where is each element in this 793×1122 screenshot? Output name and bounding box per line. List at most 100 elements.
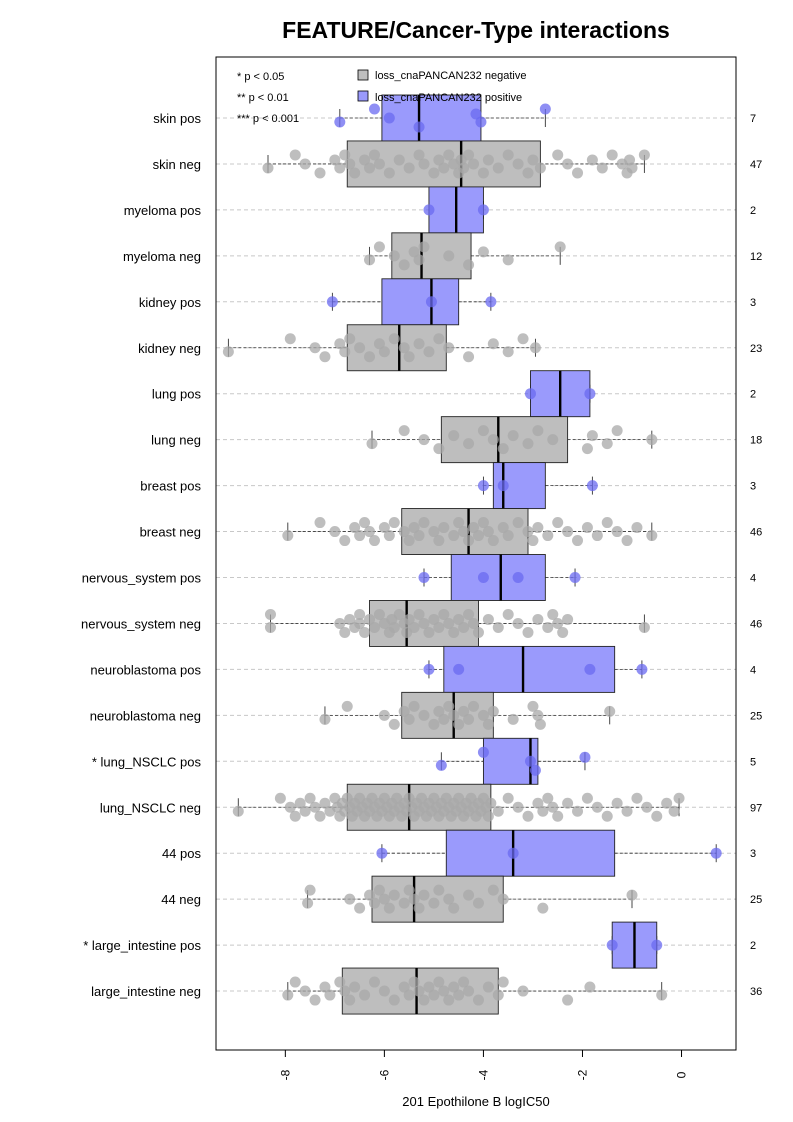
data-point <box>710 847 722 859</box>
legend-label-positive: loss_cnaPANCAN232 positive <box>375 92 522 104</box>
data-point <box>433 976 445 988</box>
data-point <box>304 792 316 804</box>
row-label: myeloma neg <box>123 249 201 264</box>
data-point <box>368 897 380 909</box>
data-point <box>522 810 534 822</box>
data-point <box>383 530 395 542</box>
data-point <box>611 797 623 809</box>
data-point <box>309 801 321 813</box>
data-point <box>428 989 440 1001</box>
data-point <box>487 705 499 717</box>
data-point <box>349 522 361 534</box>
boxes <box>227 94 717 1015</box>
data-point <box>638 149 650 161</box>
data-point <box>472 530 484 542</box>
data-point <box>423 204 435 216</box>
data-point <box>485 296 497 308</box>
data-point <box>354 617 366 629</box>
data-point <box>527 154 539 166</box>
data-point <box>547 608 559 620</box>
data-point <box>547 801 559 813</box>
data-point <box>453 718 465 730</box>
data-point <box>319 713 331 725</box>
data-point <box>611 526 623 538</box>
row-label: * large_intestine pos <box>83 938 201 953</box>
data-point <box>339 985 351 997</box>
data-point <box>344 613 356 625</box>
row-count: 3 <box>750 297 756 309</box>
data-point <box>552 149 564 161</box>
row-label: neuroblastoma pos <box>90 662 201 677</box>
data-point <box>433 333 445 345</box>
data-point <box>378 709 390 721</box>
data-point <box>413 608 425 620</box>
data-point <box>497 443 509 455</box>
data-point <box>522 167 534 179</box>
data-point <box>601 438 613 450</box>
data-point <box>572 167 584 179</box>
data-point <box>413 338 425 350</box>
data-point <box>289 976 301 988</box>
row-label: breast neg <box>140 525 201 540</box>
legend-label-negative: loss_cnaPANCAN232 negative <box>375 70 526 82</box>
data-point <box>264 608 276 620</box>
data-point <box>433 705 445 717</box>
row-label: 44 neg <box>161 892 201 907</box>
data-point <box>552 617 564 629</box>
data-point <box>569 572 581 583</box>
data-point <box>408 621 420 633</box>
data-point <box>646 530 658 542</box>
data-point <box>232 805 244 817</box>
data-point <box>329 154 341 166</box>
data-point <box>299 158 311 170</box>
row-label: kidney pos <box>139 295 202 310</box>
data-point <box>661 797 673 809</box>
row-count: 36 <box>750 986 762 998</box>
significance-legend-item: ** p < 0.01 <box>237 92 289 104</box>
row-label: kidney neg <box>138 341 201 356</box>
data-point <box>539 103 551 115</box>
data-point <box>373 241 385 253</box>
data-point <box>388 333 400 345</box>
row-label: nervous_system pos <box>82 571 202 586</box>
data-point <box>532 425 544 437</box>
data-point <box>403 162 415 174</box>
box-positive <box>381 94 482 142</box>
data-point <box>423 626 435 638</box>
data-point <box>512 617 524 629</box>
data-point <box>359 517 371 529</box>
data-point <box>517 985 529 997</box>
x-tick-label: -2 <box>575 1069 589 1080</box>
data-point <box>304 884 316 896</box>
data-point <box>472 626 484 638</box>
data-point <box>433 443 445 455</box>
data-point <box>373 608 385 620</box>
data-point <box>383 167 395 179</box>
data-point <box>463 149 475 161</box>
row-counts: 7 47 2 12 3 23 2 18 3 46 4 46 4 25 5 97 3 25 2 36 <box>750 113 762 998</box>
data-point <box>274 792 286 804</box>
data-point <box>646 434 658 446</box>
data-point <box>408 246 420 258</box>
data-point <box>423 346 435 358</box>
data-point <box>418 158 430 170</box>
row-count: 7 <box>750 113 756 125</box>
data-point <box>554 241 566 253</box>
data-point <box>282 989 294 1001</box>
data-point <box>529 764 541 776</box>
data-point <box>423 981 435 993</box>
data-point <box>403 713 415 725</box>
data-point <box>532 613 544 625</box>
data-point <box>368 621 380 633</box>
data-point <box>408 522 420 534</box>
row-count: 97 <box>750 802 762 814</box>
data-point <box>562 158 574 170</box>
data-point <box>502 792 514 804</box>
data-point <box>502 149 514 161</box>
row-label: breast pos <box>140 479 201 494</box>
data-point <box>289 810 301 822</box>
data-point <box>383 112 395 124</box>
data-point <box>492 621 504 633</box>
data-point <box>443 617 455 629</box>
